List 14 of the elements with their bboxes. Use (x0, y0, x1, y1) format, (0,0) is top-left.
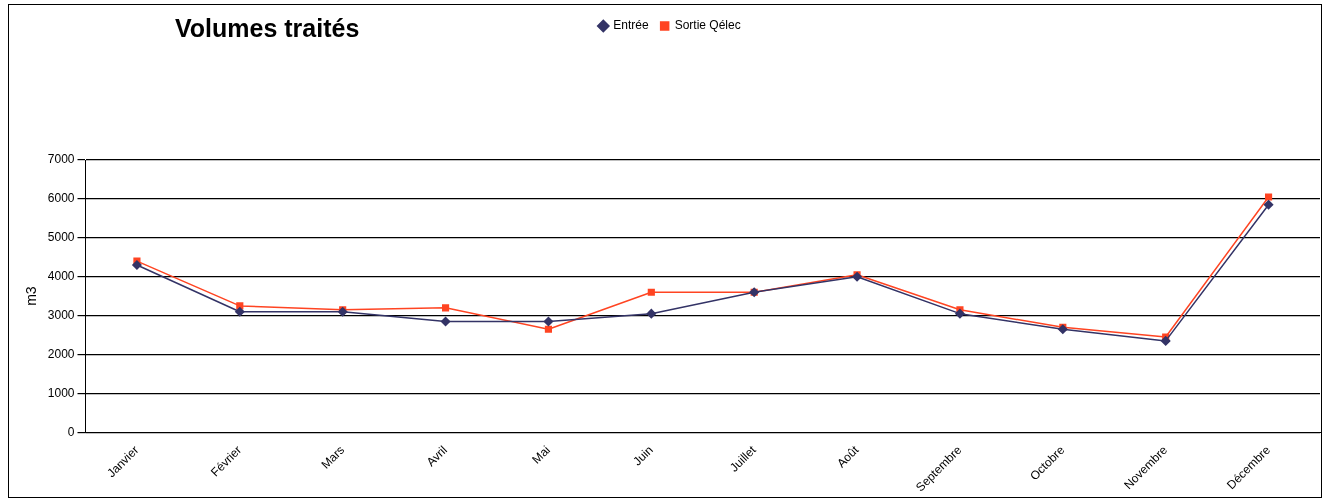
chart-title: Volumes traités (175, 14, 360, 43)
x-tick-label: Mai (529, 442, 553, 467)
legend-label: Sortie Qélec (674, 18, 741, 33)
legend-label: Entrée (613, 18, 649, 33)
y-tick-label: 5000 (47, 230, 75, 245)
x-tick-label: Juin (630, 442, 656, 469)
y-tick-label: 3000 (47, 307, 75, 322)
y-tick-label: 2000 (47, 346, 75, 361)
y-tick-label: 7000 (47, 152, 75, 167)
y-tick-label: 0 (67, 424, 75, 439)
y-axis-title: m3 (23, 286, 40, 306)
y-tick-label: 6000 (47, 191, 75, 206)
y-tick-label: 4000 (47, 269, 75, 284)
y-tick-label: 1000 (47, 385, 75, 400)
